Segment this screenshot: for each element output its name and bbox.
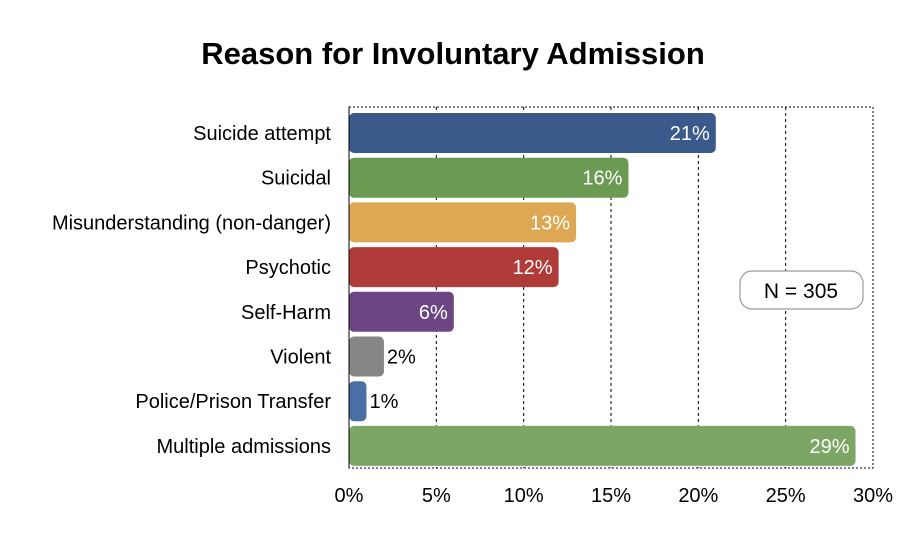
x-tick-label: 10% (504, 485, 544, 507)
category-label: Misunderstanding (non-danger) (52, 212, 331, 234)
data-label: 12% (513, 257, 553, 279)
bar (349, 425, 856, 466)
bar (349, 381, 367, 422)
data-label: 2% (387, 347, 416, 369)
sample-size-annotation: N = 305 (739, 270, 864, 310)
category-labels: Suicide attempt Suicidal Misunderstanding … (52, 123, 332, 458)
category-label: Violent (270, 347, 331, 369)
annotation-text: N = 305 (764, 280, 838, 303)
data-label: 21% (670, 123, 710, 145)
x-axis-tick-labels: 0% 5% 10% 15% 20% 25% 30% (335, 485, 894, 507)
category-label: Psychotic (245, 257, 331, 279)
x-tick-label: 25% (766, 485, 806, 507)
x-tick-label: 5% (422, 485, 451, 507)
bars (349, 113, 856, 466)
data-label: 6% (419, 302, 448, 324)
data-label: 1% (369, 391, 398, 413)
x-tick-label: 30% (853, 485, 893, 507)
bar (349, 202, 577, 243)
bar (349, 336, 384, 377)
bar (349, 113, 716, 153)
data-labels: 21% 16% 13% 12% 6% 2% 1% 29% (369, 123, 849, 458)
annotation-box (739, 270, 864, 310)
bar (349, 291, 454, 332)
chart-title: Reason for Involuntary Admission (201, 36, 705, 71)
category-label: Police/Prison Transfer (135, 391, 331, 413)
data-label: 16% (582, 168, 622, 190)
category-label: Suicidal (261, 168, 331, 190)
category-label: Suicide attempt (193, 123, 331, 145)
category-label: Self-Harm (241, 302, 331, 324)
x-tick-label: 0% (335, 485, 364, 507)
bar (349, 247, 559, 288)
bar (349, 157, 629, 198)
x-tick-label: 20% (678, 485, 718, 507)
category-label: Multiple admissions (156, 436, 331, 458)
data-label: 29% (810, 436, 850, 458)
x-tick-label: 15% (591, 485, 631, 507)
data-label: 13% (530, 212, 570, 234)
